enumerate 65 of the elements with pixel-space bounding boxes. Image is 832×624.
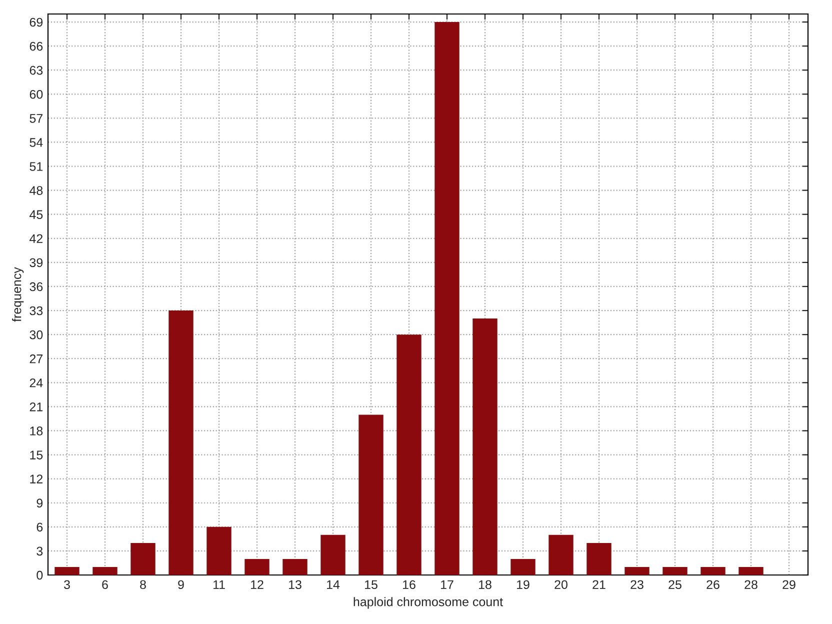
y-tick-label: 57 <box>30 114 43 123</box>
y-tick-label: 9 <box>36 498 43 508</box>
bar <box>624 566 650 575</box>
x-tick-label: 14 <box>327 580 340 589</box>
y-tick-label: 48 <box>30 186 43 195</box>
y-tick-label: 33 <box>30 306 43 316</box>
y-tick-label: 45 <box>30 210 43 220</box>
y-tick-label: 3 <box>36 546 43 556</box>
x-tick-label: 18 <box>479 580 492 590</box>
x-tick-label: 25 <box>668 580 682 590</box>
bar <box>54 566 80 575</box>
bar <box>168 310 194 575</box>
y-tick-label: 42 <box>30 234 43 243</box>
bar <box>396 334 422 575</box>
bar <box>358 414 384 575</box>
x-tick-label: 6 <box>102 580 108 590</box>
x-axis-title: haploid chromosome count <box>354 597 503 609</box>
y-tick-label: 18 <box>30 426 43 436</box>
x-tick-label: 12 <box>251 580 264 589</box>
x-tick-label: 3 <box>64 580 70 590</box>
y-tick-label: 39 <box>30 258 43 268</box>
bar <box>244 558 270 575</box>
y-tick-label: 63 <box>30 66 43 75</box>
y-tick-label: 21 <box>30 402 43 412</box>
x-tick-label: 26 <box>706 580 720 590</box>
x-tick-label: 8 <box>140 580 146 590</box>
bar <box>738 566 764 575</box>
y-tick-label: 30 <box>30 330 43 340</box>
x-tick-label: 16 <box>403 580 416 590</box>
bar <box>92 566 118 575</box>
bar <box>662 566 688 575</box>
y-tick-label: 69 <box>30 18 43 27</box>
bar <box>130 542 156 575</box>
x-tick-label: 9 <box>178 580 184 590</box>
bar <box>548 534 574 575</box>
y-axis-title: frequency <box>12 267 24 322</box>
x-tick-label: 15 <box>365 580 378 590</box>
x-tick-label: 13 <box>289 580 302 590</box>
bar <box>282 558 308 575</box>
x-tick-label: 23 <box>630 580 644 590</box>
bar <box>206 526 232 575</box>
y-tick-label: 60 <box>30 90 43 99</box>
x-tick-label: 20 <box>554 580 568 590</box>
bar <box>472 318 498 575</box>
x-tick-label: 21 <box>592 580 606 589</box>
x-tick-label: 29 <box>782 580 796 590</box>
y-tick-label: 15 <box>30 450 43 460</box>
x-tick-label: 17 <box>441 580 454 589</box>
y-tick-label: 54 <box>30 138 43 147</box>
y-tick-label: 0 <box>36 570 43 580</box>
y-tick-label: 27 <box>30 354 43 364</box>
bar <box>320 534 346 575</box>
y-tick-label: 12 <box>30 474 43 484</box>
x-tick-label: 11 <box>213 580 225 589</box>
y-tick-label: 36 <box>30 282 43 292</box>
bar <box>510 558 536 575</box>
y-tick-label: 24 <box>30 378 43 388</box>
bar <box>434 22 460 575</box>
y-tick-label: 51 <box>30 162 43 171</box>
x-tick-label: 28 <box>744 580 758 590</box>
bar <box>586 542 612 575</box>
bar <box>700 566 726 575</box>
y-tick-label: 6 <box>36 522 43 532</box>
y-tick-label: 66 <box>30 42 43 51</box>
x-tick-label: 19 <box>517 580 530 590</box>
